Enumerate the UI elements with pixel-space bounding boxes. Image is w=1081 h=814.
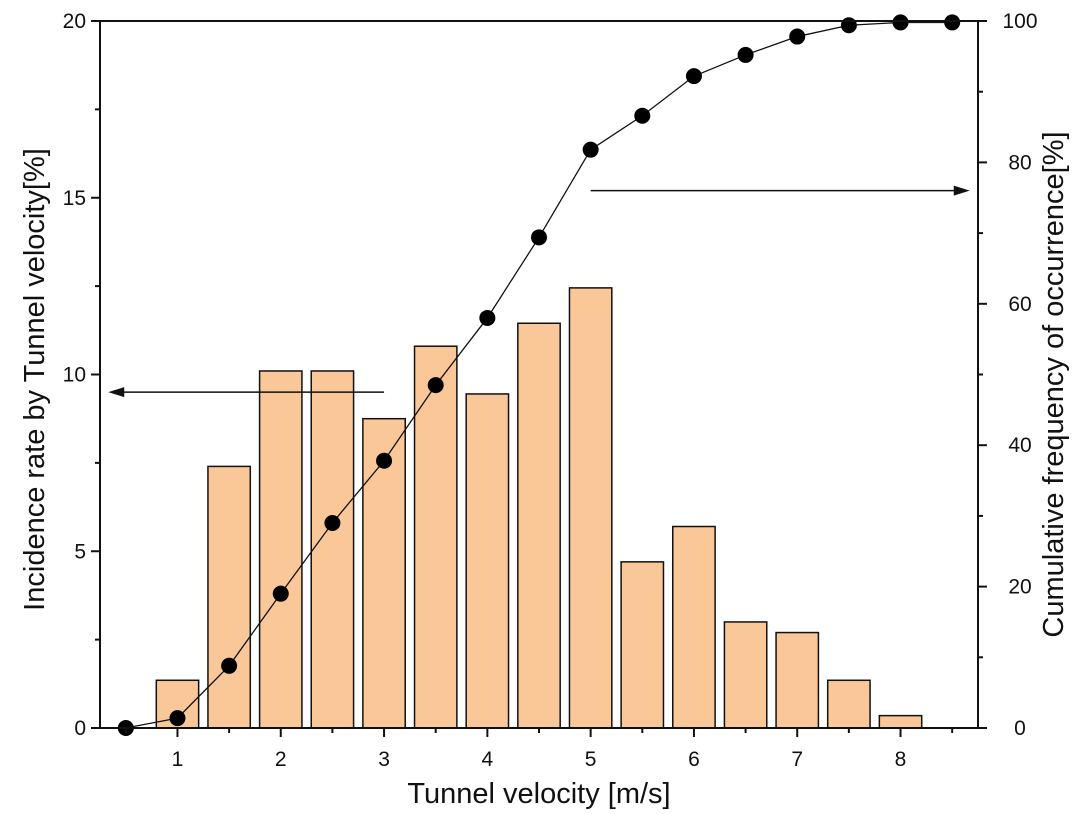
cumulative-point [427, 377, 444, 394]
cumulative-point [892, 14, 909, 31]
arrow-head [108, 387, 125, 398]
cumulative-point [582, 141, 599, 158]
x-tick-label: 4 [482, 748, 494, 771]
axis-ticks [91, 20, 987, 737]
x-tick-label: 1 [172, 748, 184, 771]
cumulative-point [840, 17, 857, 34]
x-tick-label: 6 [688, 748, 700, 771]
y-tick-label: 0 [74, 717, 86, 740]
bar [362, 417, 406, 729]
cumulative-point [685, 68, 702, 85]
x-tick-label: 5 [585, 748, 597, 771]
cumulative-point [634, 107, 651, 124]
bar-series [155, 287, 923, 729]
left-y-axis-title: Incidence rate by Tunnel velocity[%] [19, 148, 51, 611]
x-tick-label: 7 [791, 748, 803, 771]
bar [723, 621, 768, 729]
y-tick-label: 5 [74, 540, 86, 563]
annotation-arrows [108, 185, 970, 398]
cumulative-point [376, 452, 393, 469]
right-axis-arrow [590, 185, 970, 196]
x-tick-label: 2 [275, 748, 287, 771]
y2-tick-label: 20 [1008, 576, 1031, 599]
bar [465, 393, 510, 729]
arrow-head [953, 185, 970, 196]
y2-tick-label: 80 [1008, 151, 1031, 174]
left-axis-arrow [108, 387, 385, 398]
bar [620, 561, 665, 729]
bar [878, 714, 923, 729]
bar [826, 679, 871, 729]
cumulative-point [324, 514, 341, 531]
y2-tick-label: 0 [1014, 717, 1026, 740]
cumulative-point [789, 28, 806, 45]
cumulative-series [117, 14, 961, 736]
bar [258, 370, 303, 729]
bar [413, 345, 458, 729]
right-y-axis-title: Cumulative frequency of occurrence[%] [1038, 131, 1070, 637]
y-tick-label: 15 [63, 187, 86, 210]
y2-tick-label: 100 [1002, 10, 1037, 33]
x-axis-title: Tunnel velocity [m/s] [407, 778, 670, 810]
bar [517, 322, 561, 729]
cumulative-point [169, 710, 186, 727]
cumulative-point [531, 229, 547, 246]
cumulative-point [944, 14, 961, 31]
bar [672, 525, 716, 729]
y2-tick-label: 40 [1008, 434, 1031, 457]
x-tick-label: 3 [378, 748, 390, 771]
cumulative-point [479, 309, 496, 326]
bar [568, 287, 613, 729]
cumulative-point [272, 585, 289, 602]
bar [775, 631, 820, 729]
y2-tick-label: 60 [1008, 293, 1031, 316]
cumulative-point [221, 657, 238, 674]
bar [310, 370, 355, 729]
bar [207, 465, 252, 729]
x-tick-label: 8 [895, 748, 907, 771]
y-tick-label: 10 [63, 364, 86, 387]
cumulative-point [737, 46, 754, 63]
y-tick-label: 20 [63, 10, 86, 33]
